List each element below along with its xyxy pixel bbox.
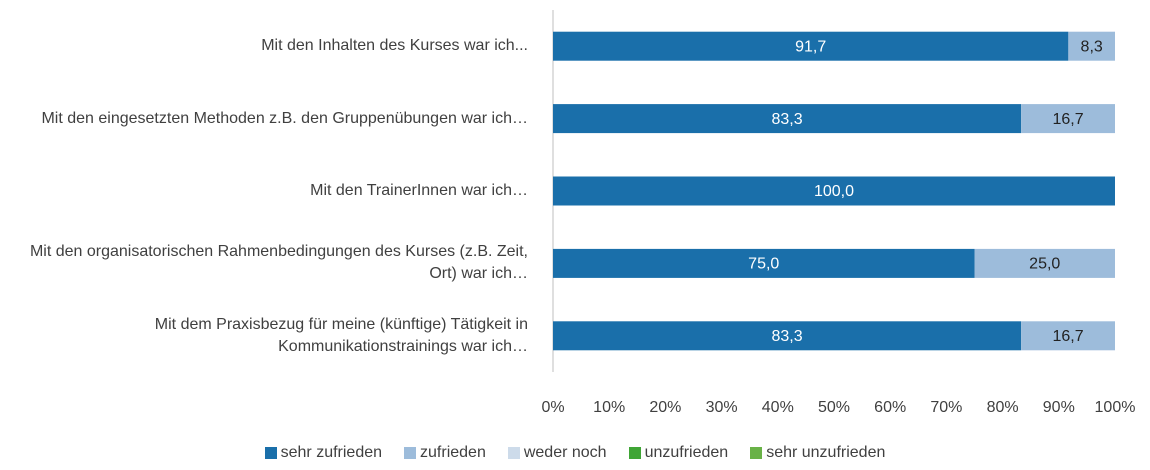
category-label: Mit den eingesetzten Methoden z.B. den G… bbox=[41, 109, 528, 127]
value-label: 83,3 bbox=[772, 328, 803, 345]
legend-label: sehr unzufrieden bbox=[766, 444, 886, 461]
value-label: 91,7 bbox=[795, 38, 826, 55]
value-label: 25,0 bbox=[1029, 256, 1060, 273]
legend-swatch bbox=[404, 447, 417, 459]
legend-swatch bbox=[750, 447, 763, 459]
legend-swatch bbox=[264, 447, 277, 459]
legend-swatch bbox=[628, 447, 641, 459]
bar-segment bbox=[553, 31, 1069, 61]
category-label: Mit den Inhalten des Kurses war ich... bbox=[261, 37, 528, 55]
value-label: 83,3 bbox=[772, 111, 803, 128]
x-tick-label: 0% bbox=[541, 399, 564, 416]
legend-item: zufrieden bbox=[404, 444, 486, 462]
legend-item: unzufrieden bbox=[628, 444, 729, 462]
x-tick-label: 60% bbox=[874, 399, 906, 416]
bar-segment bbox=[553, 104, 1022, 134]
x-tick-label: 80% bbox=[987, 399, 1019, 416]
legend-label: weder noch bbox=[523, 444, 607, 461]
bar-segment bbox=[1021, 321, 1115, 351]
bar-segment bbox=[1068, 31, 1115, 61]
x-tick-label: 20% bbox=[649, 399, 681, 416]
value-label: 75,0 bbox=[748, 256, 779, 273]
bar-segment bbox=[553, 321, 1022, 351]
bar-segment bbox=[553, 176, 1115, 206]
bar-segment bbox=[974, 248, 1115, 278]
bar-segment bbox=[553, 248, 975, 278]
x-tick-label: 70% bbox=[930, 399, 962, 416]
value-label: 16,7 bbox=[1053, 328, 1084, 345]
legend-label: zufrieden bbox=[420, 444, 486, 461]
value-label: 16,7 bbox=[1053, 111, 1084, 128]
x-tick-label: 90% bbox=[1043, 399, 1075, 416]
legend-item: weder noch bbox=[507, 444, 607, 462]
x-tick-label: 40% bbox=[762, 399, 794, 416]
value-label: 100,0 bbox=[814, 183, 854, 200]
legend: sehr zufrieden zufrieden weder noch unzufri… bbox=[0, 444, 1150, 462]
legend-label: sehr zufrieden bbox=[280, 444, 383, 461]
value-label: 8,3 bbox=[1081, 38, 1103, 55]
legend-item: sehr unzufrieden bbox=[750, 444, 885, 462]
x-tick-label: 30% bbox=[706, 399, 738, 416]
legend-swatch bbox=[507, 447, 520, 459]
bar-segment bbox=[1021, 104, 1115, 134]
x-tick-label: 10% bbox=[593, 399, 625, 416]
category-label: Mit dem Praxisbezug für meine (künftige)… bbox=[154, 315, 528, 355]
x-tick-label: 50% bbox=[818, 399, 850, 416]
category-label: Mit den organisatorischen Rahmenbedingun… bbox=[29, 243, 528, 283]
x-tick-label: 100% bbox=[1095, 399, 1136, 416]
legend-label: unzufrieden bbox=[644, 444, 729, 461]
legend-item: sehr zufrieden bbox=[264, 444, 383, 462]
category-label: Mit den TrainerInnen war ich… bbox=[310, 182, 528, 199]
